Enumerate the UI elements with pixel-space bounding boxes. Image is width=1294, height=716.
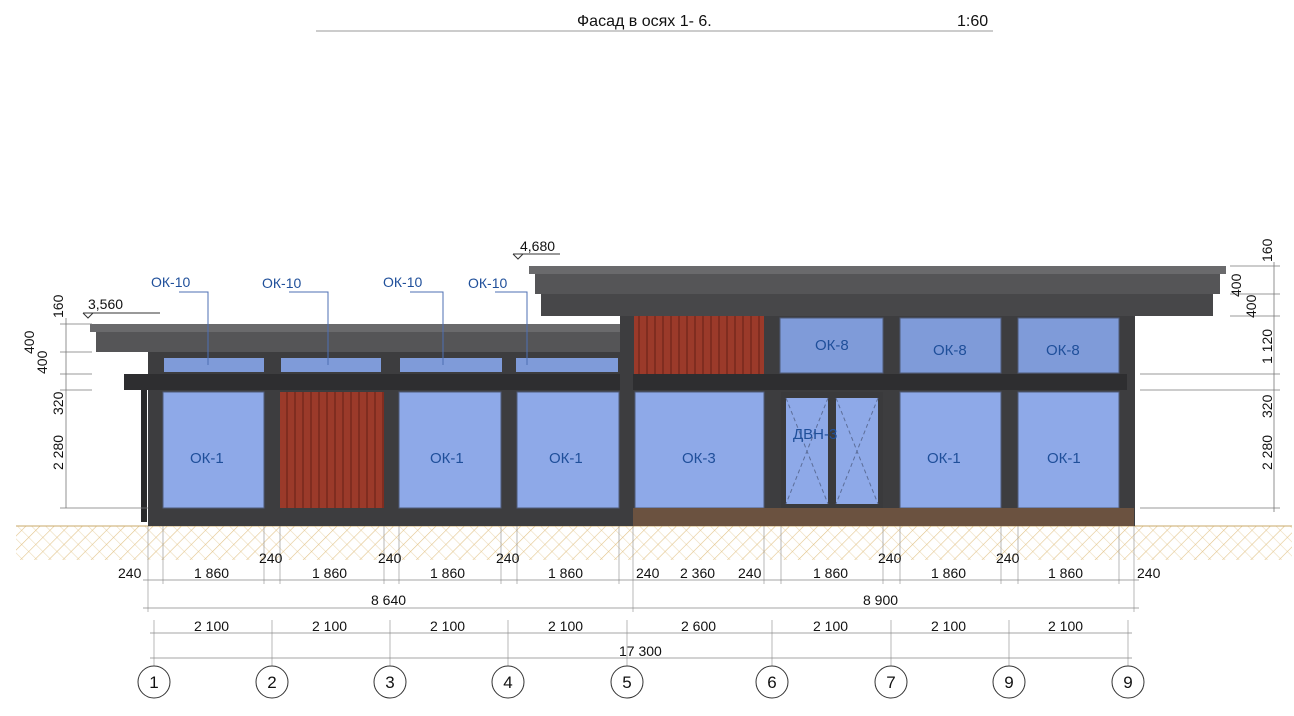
dim-1860-e: 1 860 — [813, 565, 848, 581]
left-dim-400b: 400 — [34, 350, 50, 374]
high-roof — [529, 266, 1226, 274]
axis-marker: 2 — [255, 665, 289, 699]
dims-row-1: 240 1 860 240 1 860 240 1 860 240 1 860 … — [118, 550, 1161, 581]
axis-marker: 9 — [992, 665, 1026, 699]
axis-marker: 5 — [610, 665, 644, 699]
right-dim-160: 160 — [1259, 238, 1275, 262]
right-dim-320: 320 — [1259, 394, 1275, 418]
dim-2100-f: 2 100 — [931, 618, 966, 634]
elevation-low: 3,560 — [88, 296, 123, 312]
tag-ok1-c: ОК-1 — [549, 450, 583, 467]
tag-ok10-a: ОК-10 — [151, 274, 190, 290]
dim-8900: 8 900 — [863, 592, 898, 608]
dim-240-g: 240 — [878, 550, 902, 566]
axis-label: 3 — [385, 673, 394, 692]
dims-row-2: 8 640 8 900 — [371, 592, 898, 608]
window-ok1-b — [398, 391, 502, 509]
tag-ok10-d: ОК-10 — [468, 275, 507, 291]
window-ok3 — [634, 391, 765, 509]
tag-ok8-a: ОК-8 — [815, 337, 849, 354]
left-dim-2280: 2 280 — [50, 435, 66, 470]
axis-label: 1 — [149, 673, 158, 692]
dim-240-f: 240 — [738, 565, 762, 581]
window-ok1-d — [899, 391, 1002, 509]
tag-ok10-c: ОК-10 — [383, 274, 422, 290]
dim-240-h: 240 — [996, 550, 1020, 566]
tag-ok3: ОК-3 — [682, 450, 716, 467]
ground — [16, 525, 1292, 560]
left-dim-400a: 400 — [21, 330, 37, 354]
low-roof — [90, 324, 691, 332]
axis-label: 6 — [767, 673, 776, 692]
axis-marker: 3 — [373, 665, 407, 699]
dim-2100-b: 2 100 — [312, 618, 347, 634]
right-block — [529, 266, 1226, 526]
elevation-markers: 3,560 4,680 — [82, 238, 560, 319]
tag-ok8-c: ОК-8 — [1046, 342, 1080, 359]
tag-ok1-e: ОК-1 — [1047, 450, 1081, 467]
right-dim-400b: 400 — [1243, 294, 1259, 318]
wood-panel-right — [634, 316, 764, 374]
right-dim-400a: 400 — [1228, 273, 1244, 297]
dim-1860-a: 1 860 — [194, 565, 229, 581]
dim-2360: 2 360 — [680, 565, 715, 581]
tag-ok10-b: ОК-10 — [262, 275, 301, 291]
dim-1860-f: 1 860 — [931, 565, 966, 581]
axis-label: 2 — [267, 673, 276, 692]
window-ok1-a — [162, 391, 265, 509]
right-vertical-dims: 160 400 400 1 120 320 2 280 — [1140, 238, 1280, 512]
dim-240-c: 240 — [378, 550, 402, 566]
axis-label: 4 — [503, 673, 512, 692]
window-tags: ОК-10 ОК-10 ОК-10 ОК-10 ОК-8 ОК-8 ОК-8 О… — [151, 274, 1081, 467]
left-vertical-dims: 160 400 400 320 2 280 — [21, 294, 148, 509]
axis-marker: 1 — [137, 665, 171, 699]
axis-label: 9 — [1123, 673, 1132, 692]
tag-ok1-a: ОК-1 — [190, 450, 224, 467]
dim-1860-g: 1 860 — [1048, 565, 1083, 581]
dim-2100-g: 2 100 — [1048, 618, 1083, 634]
dim-2600: 2 600 — [681, 618, 716, 634]
dim-240-b: 240 — [259, 550, 283, 566]
axis-marker: 9 — [1111, 665, 1145, 699]
tag-ok1-d: ОК-1 — [927, 450, 961, 467]
axis-marker: 6 — [755, 665, 789, 699]
dim-1860-b: 1 860 — [312, 565, 347, 581]
dim-1860-c: 1 860 — [430, 565, 465, 581]
tag-ok1-b: ОК-1 — [430, 450, 464, 467]
dimension-lines — [143, 526, 1139, 668]
dim-2100-d: 2 100 — [548, 618, 583, 634]
dim-240-d: 240 — [496, 550, 520, 566]
dim-2100-e: 2 100 — [813, 618, 848, 634]
right-dim-2280: 2 280 — [1259, 435, 1275, 470]
dim-240-i: 240 — [1137, 565, 1161, 581]
axis-markers: 1 2 3 4 5 6 7 9 — [137, 665, 1145, 699]
dim-8640: 8 640 — [371, 592, 406, 608]
tag-ok8-b: ОК-8 — [933, 342, 967, 359]
dim-1860-d: 1 860 — [548, 565, 583, 581]
axis-label: 5 — [622, 673, 631, 692]
window-ok1-c — [516, 391, 620, 509]
right-dim-1120: 1 120 — [1259, 329, 1275, 364]
wood-panel-left — [280, 392, 384, 508]
dim-240-a: 240 — [118, 565, 142, 581]
dim-240-e: 240 — [636, 565, 660, 581]
left-dim-320: 320 — [50, 391, 66, 415]
dim-2100-a: 2 100 — [194, 618, 229, 634]
left-dim-160: 160 — [50, 294, 66, 318]
axis-label: 7 — [886, 673, 895, 692]
dim-total: 17 300 — [619, 643, 662, 659]
title-label: Фасад в осях 1- 6. — [577, 13, 712, 30]
tag-door: ДВН-3 — [793, 426, 837, 443]
axis-marker: 7 — [874, 665, 908, 699]
drawing-title: Фасад в осях 1- 6. 1:60 — [316, 13, 993, 32]
scale-label: 1:60 — [957, 13, 988, 30]
elevation-high: 4,680 — [520, 238, 555, 254]
axis-marker: 4 — [491, 665, 525, 699]
dims-row-3: 2 100 2 100 2 100 2 100 2 600 2 100 2 10… — [194, 618, 1083, 634]
axis-label: 9 — [1004, 673, 1013, 692]
dim-2100-c: 2 100 — [430, 618, 465, 634]
left-block — [90, 324, 691, 526]
